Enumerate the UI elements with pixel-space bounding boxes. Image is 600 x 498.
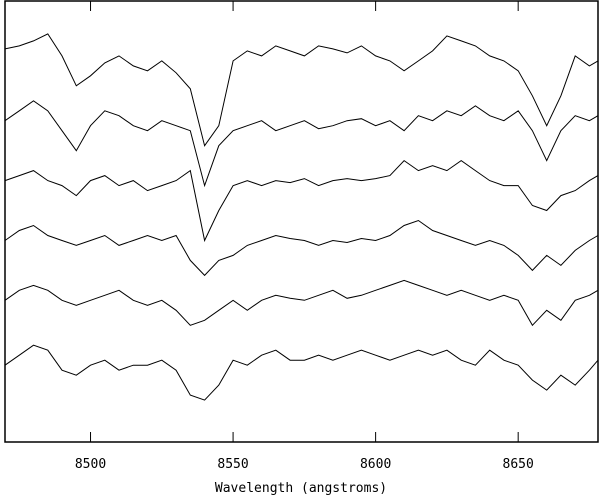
spectrum-line xyxy=(4,219,599,277)
plot-frame xyxy=(4,0,599,443)
spectrum-line xyxy=(4,344,599,401)
x-tick-label: 8550 xyxy=(217,457,248,472)
spectrum-line xyxy=(4,159,599,243)
spectrum-line xyxy=(4,279,599,327)
x-tick-label: 8650 xyxy=(503,457,534,472)
x-axis-label: Wavelength (angstroms) xyxy=(215,481,387,496)
x-tick-label: 8500 xyxy=(75,457,106,472)
spectrum-line xyxy=(4,33,599,147)
spectrum-line xyxy=(4,100,599,188)
x-tick-label: 8600 xyxy=(360,457,391,472)
